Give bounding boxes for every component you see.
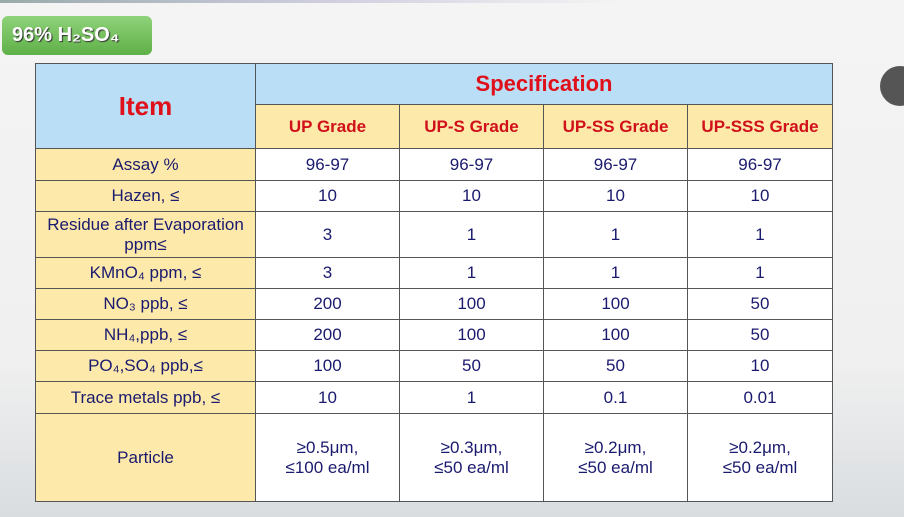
data-row: Trace metals ppb, ≤10 1 0.1 0.01 (35, 381, 833, 414)
item-label: Hazen, ≤ (35, 180, 256, 212)
value-cell: 10 (687, 350, 833, 382)
value-cell: 200 (255, 288, 400, 320)
value-cell: 96-97 (543, 148, 688, 181)
value-cell: 1 (687, 257, 833, 289)
data-row: NH₄,ppb, ≤200 100 100 50 (35, 319, 833, 351)
data-row: Residue after Evaporation ppm≤ 3 1 1 1 (35, 211, 833, 258)
grade-header: UP Grade (255, 104, 400, 149)
value-cell: 100 (399, 288, 544, 320)
value-cell: 1 (543, 211, 688, 258)
value-cell: 50 (687, 319, 833, 351)
item-label: NH₄,ppb, ≤ (35, 319, 256, 351)
value-cell: 50 (399, 350, 544, 382)
value-cell: 96-97 (687, 148, 833, 181)
value-cell: ≥0.5μm, ≤100 ea/ml (255, 413, 400, 502)
spec-table: Item Specification UP Grade UP-S Grade UP-SS… (35, 63, 833, 502)
value-line: ≤50 ea/ml (722, 457, 798, 477)
item-label: Particle (35, 413, 256, 502)
item-label: Trace metals ppb, ≤ (35, 381, 256, 414)
header-row: Item Specification (35, 63, 833, 149)
value-cell: 100 (255, 350, 400, 382)
value-line: ≥0.2μm, (584, 437, 647, 457)
value-cell: 10 (255, 381, 400, 414)
data-row: Particle ≥0.5μm, ≤100 ea/ml ≥0.3μm, ≤50 ea/m… (35, 413, 833, 502)
item-label: PO₄,SO₄ ppb,≤ (35, 350, 256, 382)
value-cell: 1 (687, 211, 833, 258)
data-row: PO₄,SO₄ ppb,≤ 100 50 50 10 (35, 350, 833, 382)
value-cell: 100 (399, 319, 544, 351)
value-cell: 200 (255, 319, 400, 351)
value-cell: 1 (399, 211, 544, 258)
value-cell: 100 (543, 319, 688, 351)
data-row: Assay % 96-97 96-97 96-97 96-97 (35, 148, 833, 181)
value-cell: 3 (255, 211, 400, 258)
value-cell: 1 (399, 257, 544, 289)
value-line: ≤50 ea/ml (434, 457, 509, 477)
value-cell: 1 (399, 381, 544, 414)
grade-header: UP-SS Grade (543, 104, 688, 149)
data-row: Hazen, ≤10 10 10 10 (35, 180, 833, 212)
value-cell: 96-97 (399, 148, 544, 181)
side-control[interactable] (880, 66, 904, 106)
value-line: ≤50 ea/ml (578, 457, 653, 477)
decor-line (0, 0, 620, 3)
value-line: ≤100 ea/ml (285, 457, 370, 477)
value-cell: 3 (255, 257, 400, 289)
value-cell: 0.1 (543, 381, 688, 414)
value-cell: 96-97 (255, 148, 400, 181)
grade-header: UP-S Grade (399, 104, 544, 149)
data-row: KMnO₄ ppm, ≤3 1 1 1 (35, 257, 833, 289)
data-row: NO₃ ppb, ≤200 100 100 50 (35, 288, 833, 320)
value-cell: 0.01 (687, 381, 833, 414)
value-cell: 100 (543, 288, 688, 320)
value-cell: ≥0.2μm, ≤50 ea/ml (543, 413, 688, 502)
value-line: ≥0.2μm, (729, 437, 791, 457)
value-cell: 10 (399, 180, 544, 212)
value-cell: 50 (543, 350, 688, 382)
title-badge: 96% H₂SO₄ (2, 16, 152, 55)
value-cell: 10 (687, 180, 833, 212)
item-label: Residue after Evaporation ppm≤ (35, 211, 256, 258)
item-header: Item (35, 63, 256, 149)
value-cell: 10 (255, 180, 400, 212)
grade-header: UP-SSS Grade (687, 104, 833, 149)
spec-header: Specification (255, 63, 833, 105)
value-cell: ≥0.3μm, ≤50 ea/ml (399, 413, 544, 502)
value-cell: 1 (543, 257, 688, 289)
value-line: ≥0.3μm, (440, 437, 503, 457)
value-cell: 50 (687, 288, 833, 320)
value-cell: ≥0.2μm, ≤50 ea/ml (687, 413, 833, 502)
value-line: ≥0.5μm, (296, 437, 359, 457)
grade-row: UP Grade UP-S Grade UP-SS Grade UP-SSS Grad… (36, 104, 833, 149)
value-cell: 10 (543, 180, 688, 212)
item-label: KMnO₄ ppm, ≤ (35, 257, 256, 289)
item-label: NO₃ ppb, ≤ (35, 288, 256, 320)
item-label: Assay % (35, 148, 256, 181)
